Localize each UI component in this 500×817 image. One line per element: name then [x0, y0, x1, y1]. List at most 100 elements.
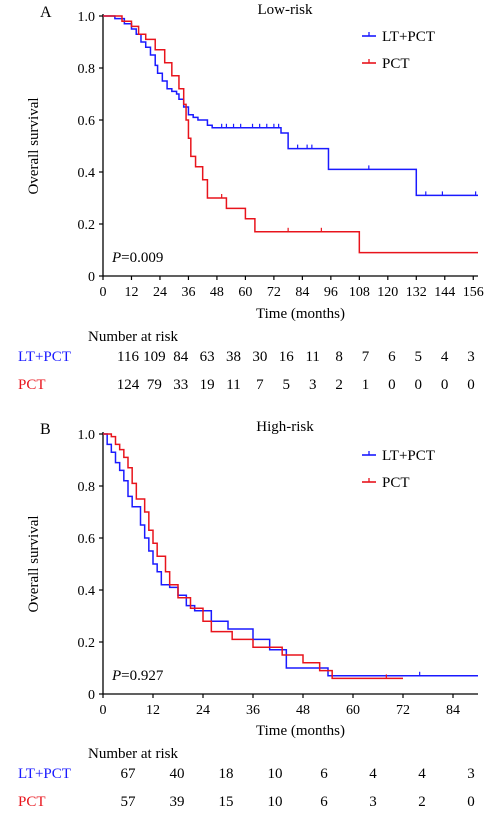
risk-count: 39	[170, 794, 185, 810]
chart-title: Low-risk	[258, 2, 313, 18]
risk-count: 30	[252, 349, 267, 365]
p-value-number: =0.927	[121, 668, 164, 684]
risk-count: 15	[219, 794, 234, 810]
risk-count: 63	[200, 349, 215, 365]
number-at-risk-table: Number at risk LT+PCT 67 40 18 10 6 4 4 3 PCT 57 39 1…	[18, 746, 475, 810]
risk-count: 0	[388, 377, 396, 393]
x-tick-label: 72	[396, 703, 410, 718]
p-value: P=0.009	[111, 250, 163, 266]
y-tick-label: 1.0	[78, 428, 96, 443]
y-tick-label: 0.6	[78, 532, 96, 547]
risk-count: 16	[279, 349, 295, 365]
x-tick-label: 72	[267, 285, 281, 300]
risk-row-label: PCT	[18, 794, 46, 810]
risk-count: 33	[173, 377, 188, 393]
series-line-lt-pct	[103, 433, 478, 677]
risk-row-label: PCT	[18, 377, 46, 393]
p-value-symbol: P	[111, 668, 121, 684]
y-tick-label: 0.2	[78, 636, 96, 651]
y-tick-label: 0.4	[78, 584, 96, 599]
risk-count: 67	[121, 766, 137, 782]
x-tick-label: 156	[463, 285, 484, 300]
x-tick-label: 48	[210, 285, 224, 300]
risk-count: 4	[369, 766, 377, 782]
y-tick-label: 0	[88, 688, 95, 703]
x-tick-label: 84	[446, 703, 460, 718]
y-tick-label: 0.8	[78, 480, 96, 495]
risk-count: 79	[147, 377, 162, 393]
x-axis-label: Time (months)	[256, 723, 345, 739]
y-tick-label: 0	[88, 270, 95, 285]
x-tick-label: 60	[346, 703, 360, 718]
x-tick-label: 132	[406, 285, 427, 300]
risk-count: 1	[362, 377, 370, 393]
x-tick-label: 12	[124, 285, 138, 300]
y-tick-label: 0.4	[78, 166, 96, 181]
x-tick-label: 24	[196, 703, 210, 718]
risk-count: 7	[362, 349, 370, 365]
risk-count: 0	[441, 377, 449, 393]
risk-count: 2	[418, 794, 426, 810]
x-axis-label: Time (months)	[256, 306, 345, 322]
x-tick-label: 12	[146, 703, 160, 718]
risk-count: 4	[441, 349, 449, 365]
y-axis-label: Overall survival	[26, 97, 42, 194]
panel-label: A	[40, 4, 52, 21]
x-tick-label: 36	[246, 703, 260, 718]
risk-count: 10	[268, 794, 283, 810]
y-tick-label: 0.8	[78, 62, 96, 77]
risk-table-heading: Number at risk	[88, 329, 178, 345]
risk-count: 5	[414, 349, 422, 365]
x-tick-label: 84	[295, 285, 309, 300]
risk-count: 0	[467, 794, 475, 810]
risk-count: 6	[320, 766, 328, 782]
risk-count: 0	[467, 377, 475, 393]
legend-label: LT+PCT	[382, 448, 435, 464]
legend-label: PCT	[382, 56, 410, 72]
risk-count: 4	[418, 766, 426, 782]
risk-count: 5	[283, 377, 291, 393]
legend-label: LT+PCT	[382, 29, 435, 45]
risk-row-label: LT+PCT	[18, 349, 71, 365]
risk-count: 40	[170, 766, 185, 782]
chart-title: High-risk	[256, 419, 314, 435]
y-tick-label: 0.2	[78, 218, 96, 233]
p-value-number: =0.009	[121, 250, 163, 266]
p-value-symbol: P	[111, 250, 121, 266]
risk-count: 3	[309, 377, 317, 393]
risk-count: 3	[369, 794, 377, 810]
y-tick-label: 1.0	[78, 10, 96, 25]
risk-count: 57	[121, 794, 137, 810]
x-tick-label: 0	[100, 703, 107, 718]
x-tick-label: 24	[153, 285, 167, 300]
risk-count: 124	[117, 377, 140, 393]
risk-count: 11	[305, 349, 319, 365]
x-tick-label: 0	[100, 285, 107, 300]
risk-count: 3	[467, 766, 475, 782]
risk-count: 38	[226, 349, 241, 365]
risk-count: 84	[173, 349, 189, 365]
risk-count: 0	[414, 377, 422, 393]
x-tick-label: 96	[324, 285, 338, 300]
series-line-pct	[103, 433, 403, 680]
x-tick-label: 60	[238, 285, 252, 300]
risk-count: 11	[226, 377, 240, 393]
risk-row-label: LT+PCT	[18, 766, 71, 782]
risk-count: 18	[219, 766, 234, 782]
risk-count: 19	[200, 377, 215, 393]
series-line-pct	[103, 15, 478, 254]
risk-count: 3	[467, 349, 475, 365]
x-tick-label: 48	[296, 703, 310, 718]
risk-count: 10	[268, 766, 283, 782]
x-tick-label: 120	[377, 285, 398, 300]
risk-count: 7	[256, 377, 264, 393]
x-tick-label: 36	[181, 285, 195, 300]
y-tick-label: 0.6	[78, 114, 96, 129]
panel-label: B	[40, 421, 51, 438]
km-chart-a: A Low-risk 0 0.2 0.4 0.6 0.8 1.0 0 12 24 36 48 60 72 84…	[18, 2, 484, 393]
x-tick-label: 144	[434, 285, 455, 300]
legend-label: PCT	[382, 475, 410, 491]
risk-count: 6	[320, 794, 328, 810]
